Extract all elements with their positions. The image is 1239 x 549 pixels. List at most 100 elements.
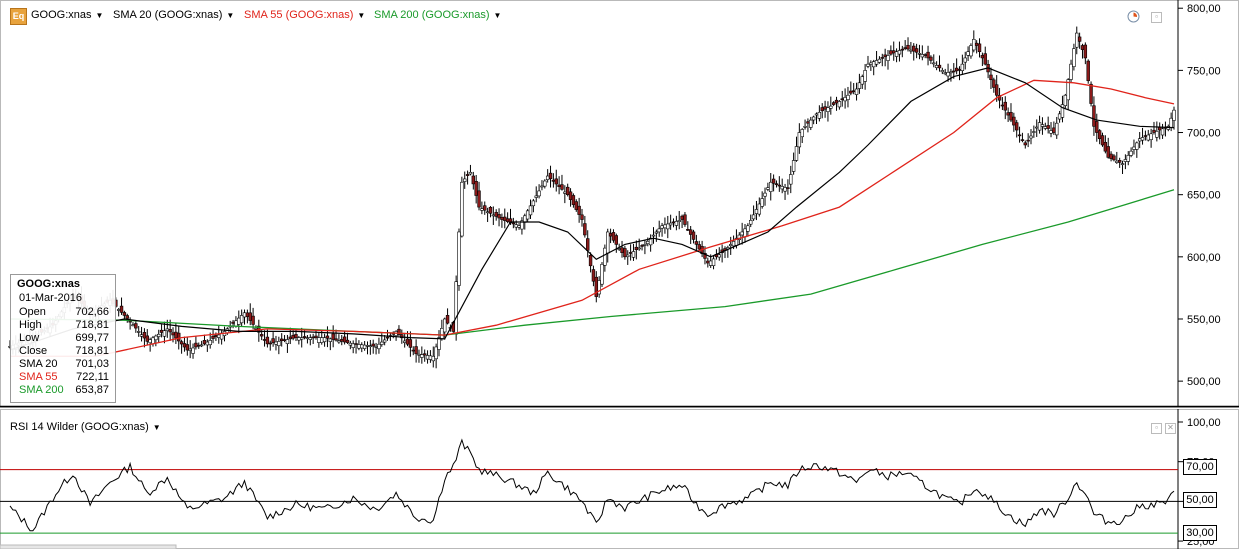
dropdown-caret-icon[interactable]: ▼ [95, 11, 104, 20]
dropdown-caret-icon[interactable]: ▼ [152, 423, 161, 432]
candle-body [920, 54, 925, 58]
legend-sma55[interactable]: SMA 55 (GOOG:xnas) ▼ [244, 9, 365, 21]
candle-body [523, 215, 527, 223]
candle [800, 128, 804, 144]
candle [1155, 121, 1159, 142]
candle-body [706, 260, 710, 264]
candle-body [1006, 112, 1010, 116]
legend-symbol[interactable]: GOOG:xnas ▼ [31, 9, 103, 21]
candle-body [1117, 160, 1122, 163]
candle [906, 37, 910, 52]
candle [574, 199, 578, 212]
candle-body [789, 174, 793, 185]
candle-body [794, 146, 799, 161]
candle-body [234, 320, 238, 327]
candle-body [1149, 133, 1153, 140]
candle-body [900, 48, 905, 51]
candle-body [279, 338, 284, 342]
candle-body [860, 76, 864, 85]
candle [668, 214, 673, 230]
candle-body [1015, 122, 1019, 131]
candle [771, 174, 776, 192]
candle-body [809, 119, 813, 128]
candle [1086, 59, 1090, 84]
candle-body [1126, 155, 1130, 162]
candle [1066, 78, 1070, 110]
equity-icon[interactable]: Eq [10, 8, 27, 25]
candle-body [254, 328, 258, 330]
price-chart[interactable]: 800,00 750,00 700,00 650,00 600,00 550,00 500,… [0, 0, 1239, 409]
candle-body [414, 346, 418, 355]
candle [1112, 154, 1116, 162]
candle [826, 101, 830, 122]
restore-icon[interactable]: ▫ [1151, 423, 1162, 434]
candle-body [588, 255, 593, 267]
close-icon[interactable]: ✕ [1165, 423, 1176, 434]
candle-body [869, 62, 873, 65]
tooltip-value: 701,03 [75, 358, 109, 370]
candle-body [557, 184, 561, 187]
sma200-line [9, 189, 1175, 336]
candle-body [1020, 139, 1025, 141]
candle-body [1040, 124, 1045, 127]
tooltip-label: SMA 200 [19, 384, 64, 396]
candle-body [634, 246, 639, 251]
candle [837, 100, 842, 110]
candle [831, 101, 836, 107]
candle-body [271, 338, 275, 343]
candle [746, 223, 750, 237]
candle [897, 41, 902, 62]
tooltip-label: SMA 20 [19, 358, 58, 370]
candle-body [317, 337, 321, 343]
candle-body [666, 223, 670, 230]
candle [1046, 116, 1050, 134]
candle-body [305, 337, 310, 339]
candle [328, 337, 333, 351]
dropdown-caret-icon[interactable]: ▼ [357, 11, 366, 20]
candle-body [717, 254, 721, 258]
candle [554, 169, 558, 192]
candle [308, 334, 312, 346]
candle-body [1169, 117, 1173, 128]
clock-icon[interactable] [1127, 10, 1140, 23]
legend-sma20[interactable]: SMA 20 (GOOG:xnas) ▼ [113, 9, 234, 21]
candle-body [740, 231, 744, 236]
candle-body [1026, 139, 1030, 142]
candle-body [909, 49, 913, 52]
candle-body [826, 107, 830, 112]
candle [268, 340, 272, 351]
candle [751, 205, 756, 221]
candle-body [122, 312, 127, 316]
dropdown-caret-icon[interactable]: ▼ [226, 11, 235, 20]
candle [162, 321, 167, 344]
legend-sma55-label: SMA 55 (GOOG:xnas) [244, 9, 354, 21]
candle-body [877, 58, 882, 63]
candle [857, 73, 862, 94]
candle-body [217, 334, 221, 338]
candle-body [663, 224, 667, 229]
candle-body [628, 252, 633, 254]
legend-sma200[interactable]: SMA 200 (GOOG:xnas) ▼ [374, 9, 501, 21]
candle [185, 336, 190, 356]
candle [929, 55, 933, 65]
candle-body [934, 65, 939, 68]
rsi-title[interactable]: RSI 14 Wilder (GOOG:xnas) ▼ [10, 421, 161, 433]
candle [763, 187, 767, 206]
candle-body [325, 335, 330, 339]
candle-body [159, 329, 164, 333]
candle [468, 164, 473, 176]
restore-icon[interactable]: ▫ [1151, 12, 1162, 23]
candle [408, 331, 413, 357]
candle-body [471, 175, 476, 185]
candle [322, 333, 327, 347]
candle-body [654, 231, 659, 234]
candle-body [528, 205, 533, 216]
candle-body [297, 337, 301, 341]
dropdown-caret-icon[interactable]: ▼ [493, 11, 502, 20]
candle-body [157, 333, 161, 337]
candle-body [943, 72, 947, 75]
candle-body [534, 195, 538, 198]
candle-body [603, 247, 607, 266]
candle [603, 244, 607, 272]
